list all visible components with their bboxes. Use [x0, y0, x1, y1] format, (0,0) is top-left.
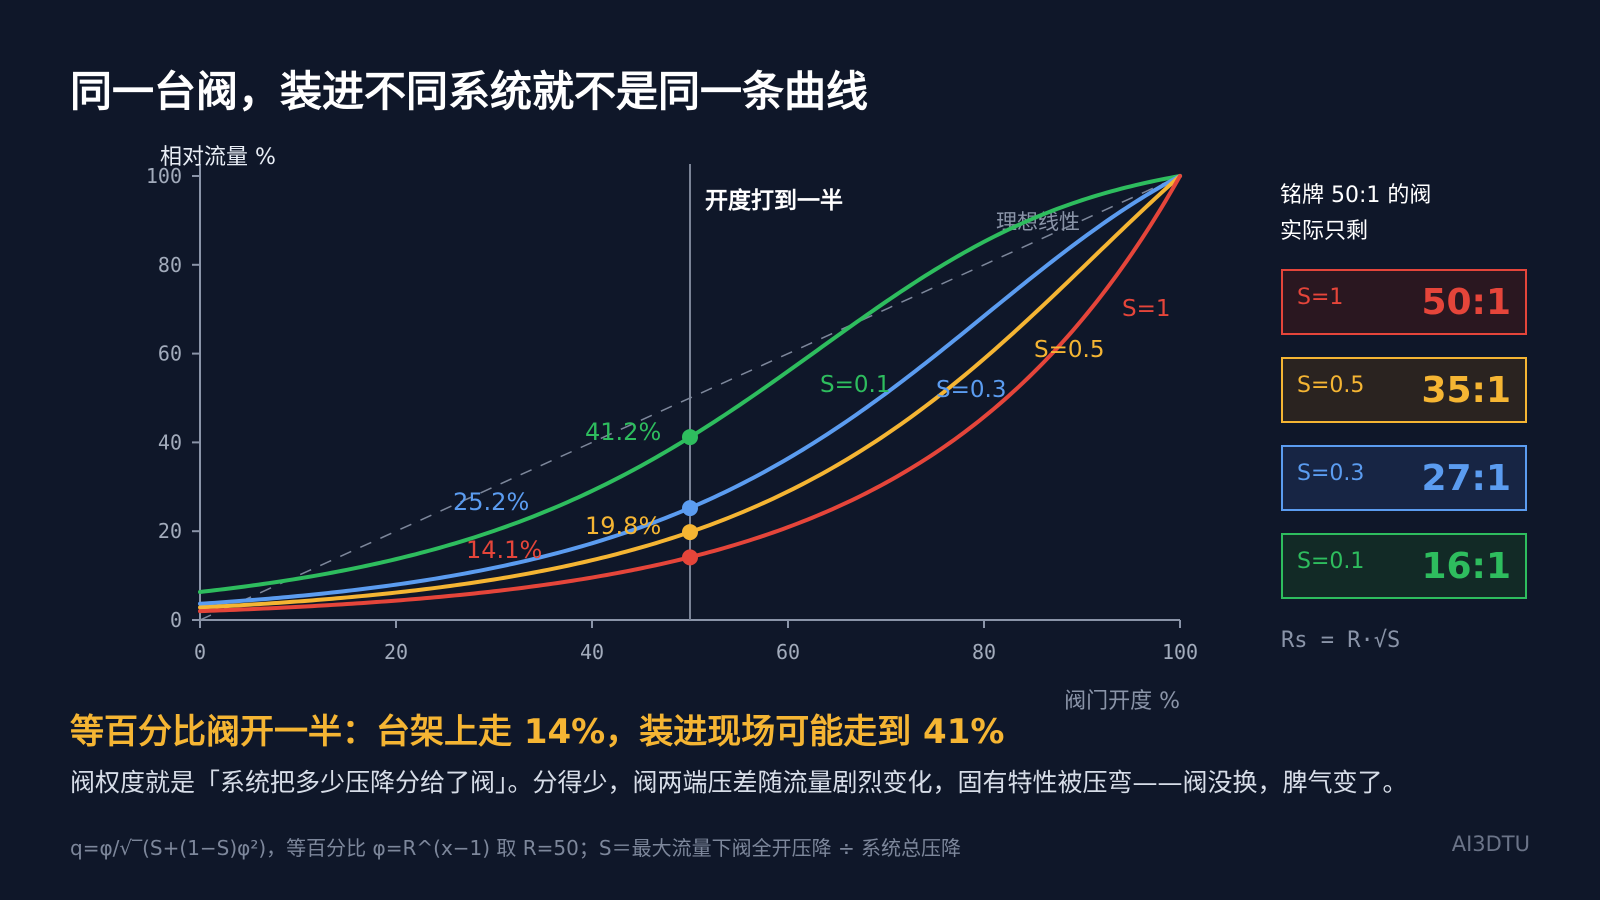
rangeability-box-label: S=0.1: [1297, 549, 1365, 574]
y-tick-label: 0: [170, 608, 182, 632]
curve-name-label: S=0.1: [820, 372, 890, 398]
point-S-1: [682, 549, 698, 566]
axis-ticks: 0 20 40 60 80 100 0 20 40 60 80 100: [146, 164, 1198, 664]
point-S-0_5: [682, 524, 698, 541]
x-tick-label: 60: [776, 640, 800, 664]
body-text: 阀权度就是「系统把多少压降分给了阀」。分得少，阀两端压差随流量剧烈变化，固有特性…: [70, 768, 1408, 797]
y-tick-label: 40: [158, 430, 182, 454]
page-title: 同一台阀，装进不同系统就不是同一条曲线: [70, 67, 869, 116]
rangeability-box-label: S=0.5: [1297, 373, 1365, 398]
x-axis-label: 阀门开度 %: [1064, 689, 1180, 714]
footnote-formula: q=φ/√‾(S+(1−S)φ²)，等百分比 φ=R^(x−1) 取 R=50；…: [70, 836, 962, 860]
y-axis-label: 相对流量 %: [160, 145, 276, 170]
brand-watermark: AI3DTU: [1451, 832, 1530, 856]
point-value-label: 19.8%: [585, 512, 661, 540]
curve-name-label: S=0.3: [936, 377, 1006, 403]
x-tick-label: 0: [194, 640, 206, 664]
side-panel-title: 铭牌 50:1 的阀 实际只剩: [1280, 178, 1431, 250]
rangeability-box-ratio: 50:1: [1421, 282, 1511, 323]
y-tick-label: 100: [146, 164, 182, 188]
x-tick-label: 40: [580, 640, 604, 664]
rangeability-box-ratio: 27:1: [1421, 458, 1511, 499]
point-S-0_1: [682, 429, 698, 446]
side-panel-title-line2: 实际只剩: [1280, 219, 1369, 244]
rangeability-formula: Rs = R·√S: [1281, 628, 1401, 653]
rangeability-box: S=1 50:1: [1281, 269, 1527, 335]
side-panel-title-line1: 铭牌 50:1 的阀: [1280, 183, 1432, 208]
rangeability-box: S=0.1 16:1: [1281, 533, 1527, 599]
rangeability-box-ratio: 35:1: [1421, 370, 1511, 411]
rangeability-box: S=0.5 35:1: [1281, 357, 1527, 423]
series-points: 41.2% S=0.1 25.2% S=0.3 19.8% S=0.5 14.1% S=1: [453, 296, 1171, 566]
y-tick-label: 20: [158, 519, 182, 543]
curve-name-label: S=0.5: [1034, 337, 1104, 363]
headline: 等百分比阀开一半：台架上走 14%，装进现场可能走到 41%: [70, 712, 1005, 752]
point-value-label: 41.2%: [585, 418, 661, 446]
point-value-label: 25.2%: [453, 488, 529, 516]
rangeability-box-ratio: 16:1: [1421, 546, 1511, 587]
rangeability-box: S=0.3 27:1: [1281, 445, 1527, 511]
half-open-marker-label: 开度打到一半: [705, 187, 843, 214]
point-value-label: 14.1%: [466, 536, 542, 564]
curve-name-label: S=1: [1122, 296, 1171, 322]
x-tick-label: 80: [972, 640, 996, 664]
x-tick-label: 20: [384, 640, 408, 664]
y-tick-label: 80: [158, 253, 182, 277]
rangeability-box-label: S=0.3: [1297, 461, 1365, 486]
rangeability-box-label: S=1: [1297, 285, 1344, 310]
point-S-0_3: [682, 500, 698, 517]
y-tick-label: 60: [158, 342, 182, 366]
x-tick-label: 100: [1162, 640, 1198, 664]
